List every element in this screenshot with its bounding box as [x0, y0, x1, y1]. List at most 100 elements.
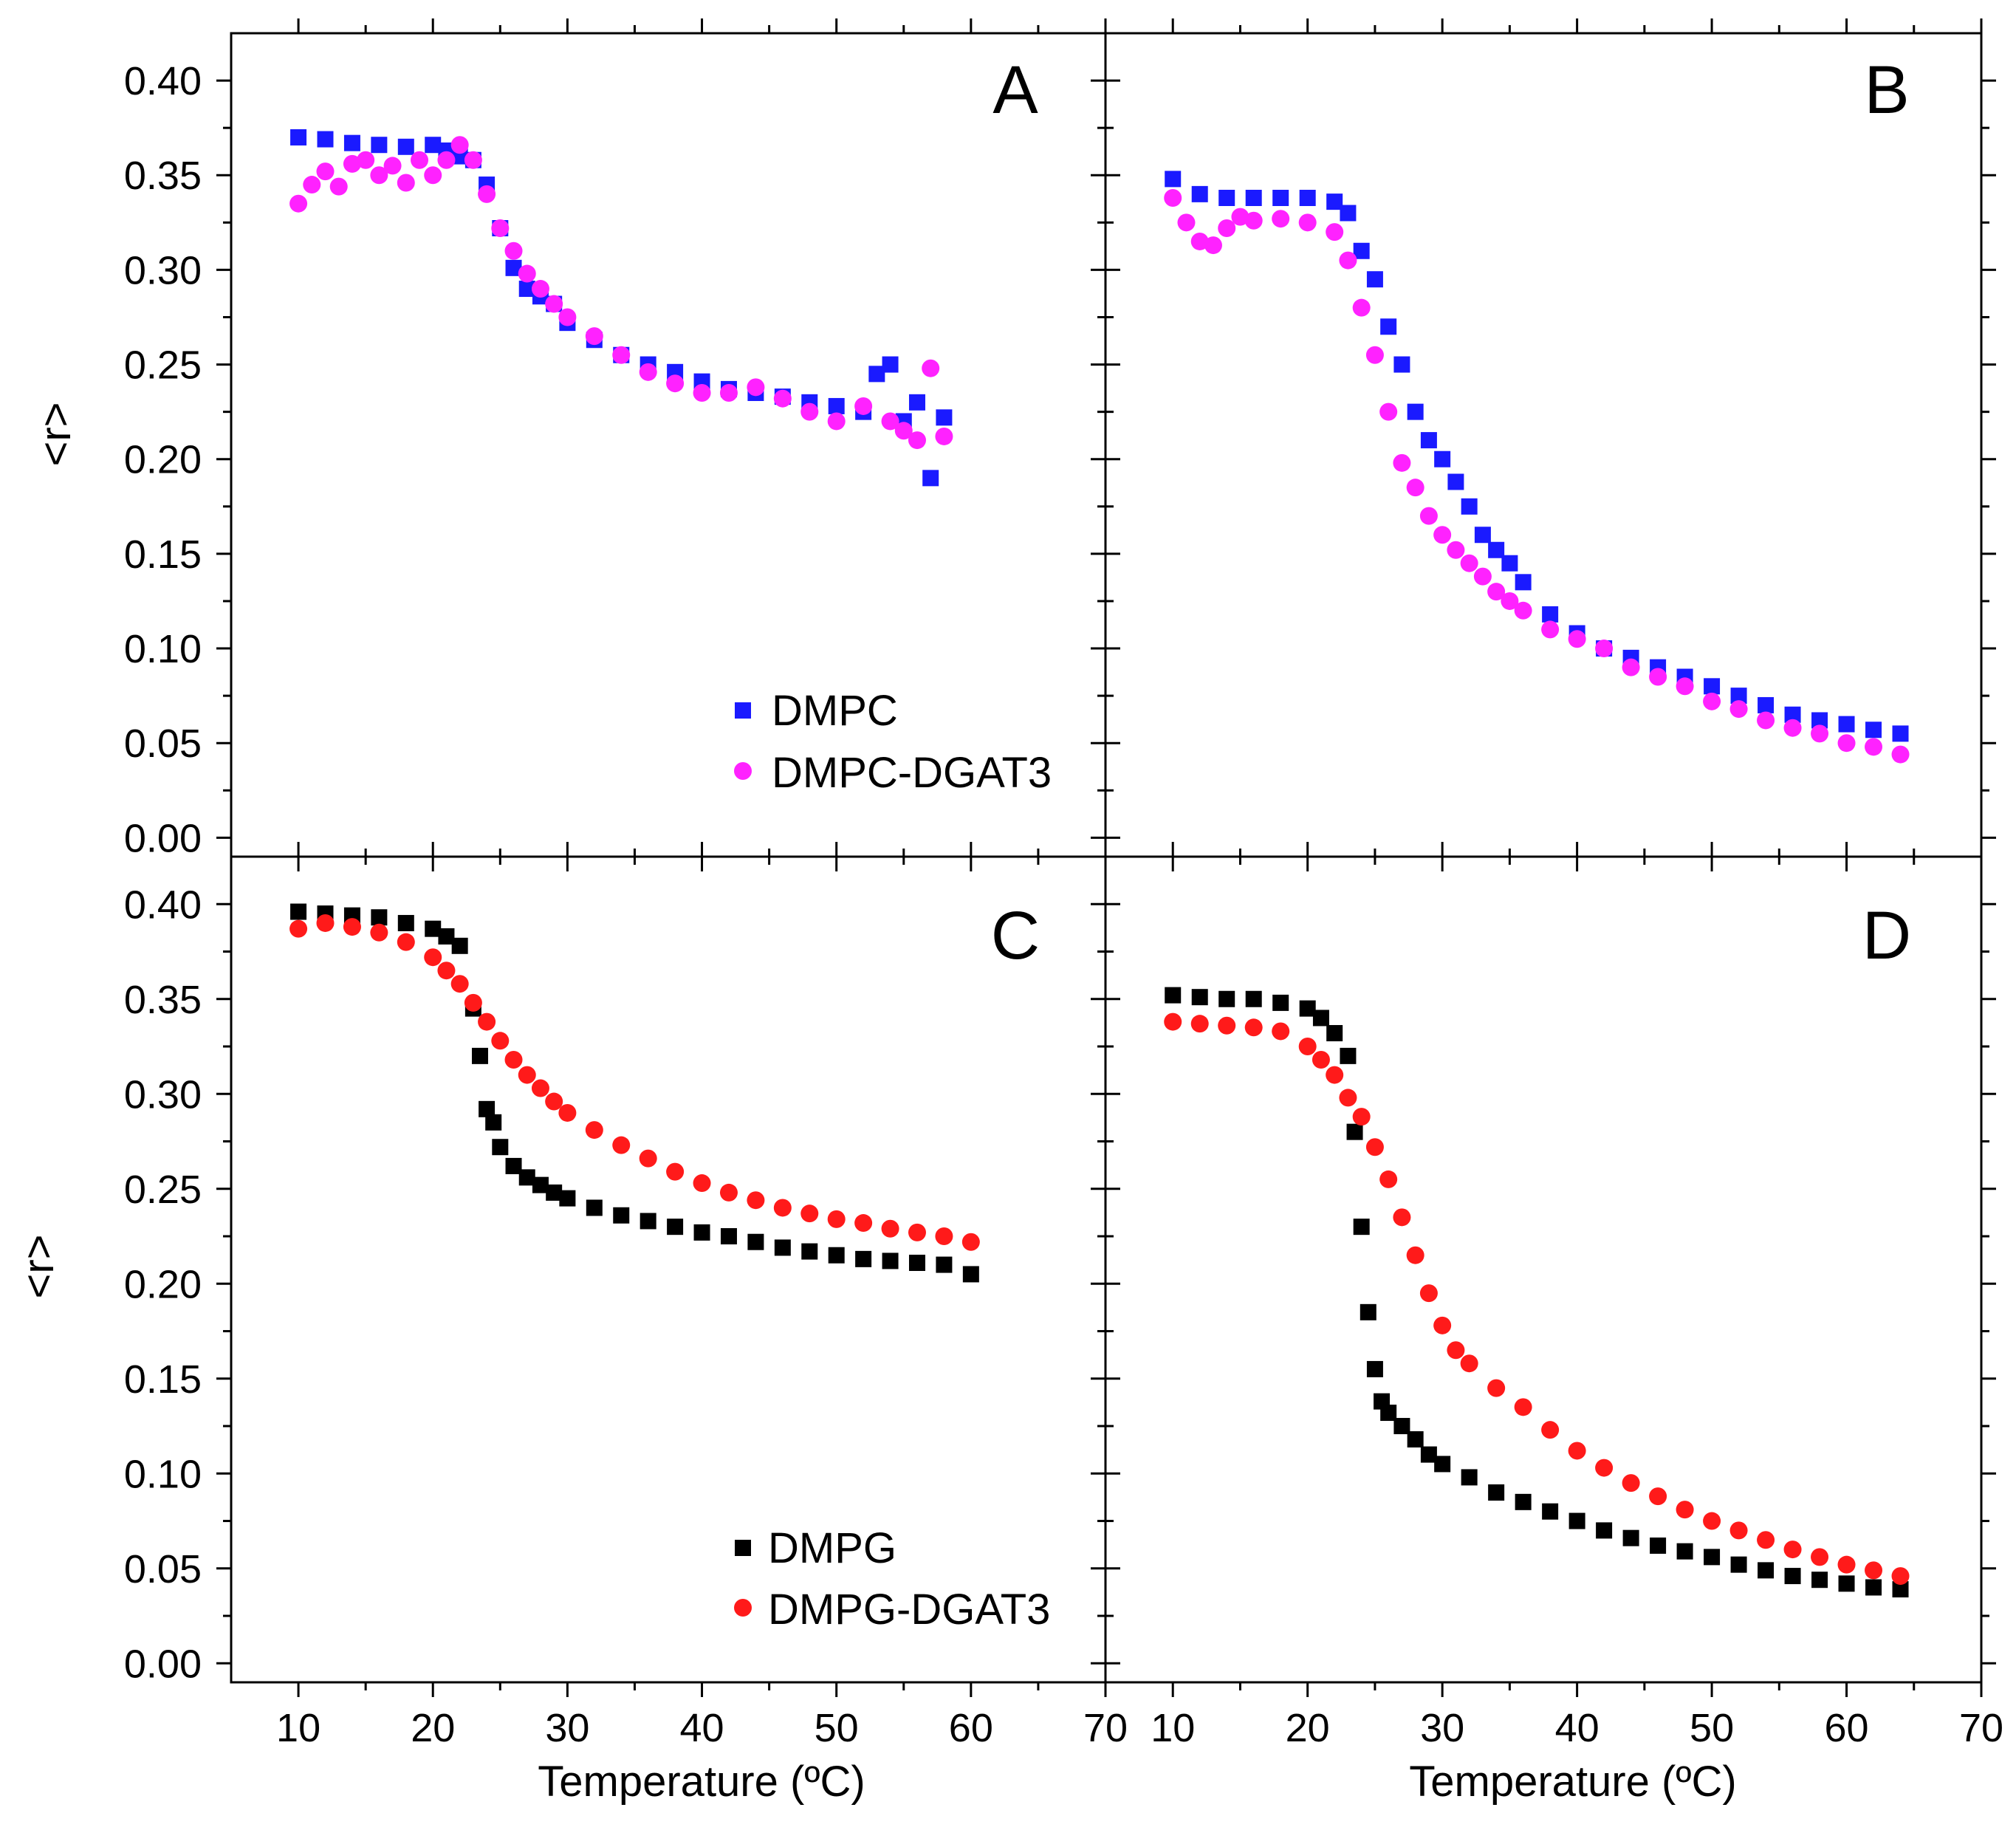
panel-label-c: C [991, 898, 1040, 973]
panel-c-point-dmpg [425, 920, 442, 937]
panel-c-xtick-label: 10 [276, 1706, 320, 1750]
panel-c-point-dmpg [613, 1207, 630, 1224]
panel-a-ytick-label: 0.40 [124, 59, 202, 103]
panel-b-point-dmpc [1272, 190, 1289, 206]
panel-a-point-dmpc-dgat3 [504, 241, 523, 260]
panel-b-point-dmpc-dgat3 [1729, 700, 1748, 719]
panel-c-point-dmpg-dgat3 [773, 1199, 792, 1217]
panel-c-point-dmpg-dgat3 [289, 919, 308, 938]
panel-label-b: B [1864, 52, 1909, 128]
panel-d-point-dmpg [1838, 1575, 1855, 1592]
panel-c-point-dmpg [371, 909, 388, 926]
panel-a-ytick-label: 0.25 [124, 343, 202, 388]
panel-d-point-dmpg [1346, 1123, 1363, 1140]
panel-d-point-dmpg-dgat3 [1272, 1022, 1290, 1041]
panel-b-point-dmpc-dgat3 [1568, 630, 1586, 648]
panel-label-d: D [1862, 898, 1911, 973]
panel-d-point-dmpg [1811, 1572, 1828, 1589]
panel-d-point-dmpg [1299, 1000, 1316, 1017]
panel-d-point-dmpg-dgat3 [1339, 1089, 1357, 1107]
panel-a-ytick-label: 0.10 [124, 627, 202, 671]
panel-c-point-dmpg [438, 928, 455, 945]
panel-c-point-dmpg-dgat3 [545, 1092, 563, 1111]
panel-b-point-dmpc [1407, 403, 1424, 420]
panel-c-point-dmpg [882, 1252, 899, 1269]
panel-a-point-dmpc [882, 356, 899, 373]
panel-b-point-dmpc [1488, 541, 1505, 558]
panel-d-point-dmpg [1515, 1493, 1532, 1510]
panel-d-point-dmpg-dgat3 [1757, 1531, 1775, 1549]
panel-a-point-dmpc-dgat3 [464, 151, 482, 169]
panel-d-point-dmpg [1312, 1010, 1329, 1027]
panel-b-point-dmpc [1811, 712, 1828, 729]
panel-c-point-dmpg [397, 914, 414, 931]
panel-a-point-dmpc-dgat3 [478, 185, 496, 203]
panel-b-point-dmpc [1784, 706, 1801, 723]
panel-c-ytick-label: 0.05 [124, 1547, 202, 1591]
panel-c-point-dmpg [801, 1243, 818, 1260]
panel-b-point-dmpc [1730, 688, 1747, 705]
panel-d-point-dmpg [1326, 1025, 1343, 1042]
panel-c-point-dmpg-dgat3 [504, 1051, 523, 1069]
panel-a-point-dmpc-dgat3 [719, 384, 738, 402]
panel-c-point-dmpg [747, 1233, 764, 1250]
panel-c-point-dmpg-dgat3 [518, 1066, 536, 1084]
panel-d-point-dmpg-dgat3 [1419, 1284, 1438, 1303]
panel-a-point-dmpc-dgat3 [827, 412, 846, 431]
panel-a-point-dmpc [343, 134, 360, 151]
panel-c-point-dmpg-dgat3 [666, 1162, 685, 1181]
panel-a-point-dmpc-dgat3 [908, 431, 926, 450]
panel-d-point-dmpg-dgat3 [1433, 1316, 1452, 1334]
panel-c-point-dmpg-dgat3 [464, 993, 482, 1012]
panel-c-point-dmpg-dgat3 [585, 1121, 603, 1140]
panel-b-point-dmpc [1218, 190, 1235, 206]
panel-d-xtick-label: 10 [1151, 1706, 1195, 1750]
panel-b-point-dmpc-dgat3 [1487, 583, 1506, 601]
panel-c-ytick-label: 0.20 [124, 1262, 202, 1306]
panel-c-point-dmpg [640, 1213, 656, 1230]
legend-label-dmpc: DMPC [772, 687, 898, 735]
panel-d-point-dmpg-dgat3 [1298, 1038, 1317, 1056]
panel-c-point-dmpg [586, 1199, 603, 1216]
panel-c-point-dmpg [290, 903, 307, 920]
panel-c-point-dmpg-dgat3 [397, 933, 415, 951]
panel-d-xtick-label: 60 [1824, 1706, 1868, 1750]
panel-a-point-dmpc-dgat3 [612, 346, 631, 364]
panel-a-point-dmpc-dgat3 [800, 402, 819, 421]
panel-d-point-dmpg [1165, 987, 1182, 1004]
panel-d-point-dmpg-dgat3 [1393, 1208, 1411, 1227]
panel-a-point-dmpc-dgat3 [397, 174, 415, 192]
panel-c-point-dmpg-dgat3 [908, 1223, 926, 1241]
y-axis-title-top: <r> [32, 402, 80, 466]
panel-a-point-dmpc-dgat3 [424, 166, 442, 185]
panel-d-point-dmpg [1488, 1484, 1505, 1501]
panel-b-point-dmpc-dgat3 [1622, 658, 1640, 676]
panel-c-xtick-label: 40 [679, 1706, 724, 1750]
panel-a-point-dmpc-dgat3 [437, 151, 456, 169]
panel-a-point-dmpc [505, 259, 522, 276]
panel-b-point-dmpc [1501, 555, 1518, 572]
panel-c-point-dmpg-dgat3 [437, 962, 456, 980]
panel-d-point-dmpg-dgat3 [1622, 1474, 1640, 1493]
panel-a-point-dmpc [922, 470, 939, 487]
panel-c-point-dmpg-dgat3 [854, 1214, 873, 1233]
panel-d-point-dmpg-dgat3 [1891, 1567, 1910, 1586]
panel-a-point-dmpc-dgat3 [894, 422, 913, 440]
panel-c-point-dmpg [962, 1266, 979, 1283]
panel-c-ytick-label: 0.00 [124, 1642, 202, 1686]
panel-d-point-dmpg [1366, 1360, 1383, 1377]
panel-d-point-dmpg [1568, 1512, 1585, 1529]
panel-d-frame [1104, 855, 1983, 1684]
panel-d-point-dmpg [1676, 1543, 1693, 1560]
panel-a-point-dmpc-dgat3 [545, 295, 563, 313]
panel-c-point-dmpg [532, 1176, 549, 1193]
panel-b-point-dmpc [1758, 696, 1775, 713]
panel-d-point-dmpg [1360, 1303, 1376, 1320]
panel-d-point-dmpg-dgat3 [1164, 1012, 1182, 1031]
panel-a-point-dmpc [290, 128, 307, 145]
legend-marker-dmpc-dgat3 [734, 762, 752, 780]
panel-d-point-dmpg [1380, 1405, 1397, 1422]
panel-c-point-dmpg-dgat3 [558, 1103, 577, 1122]
panel-d-point-dmpg-dgat3 [1837, 1555, 1856, 1574]
